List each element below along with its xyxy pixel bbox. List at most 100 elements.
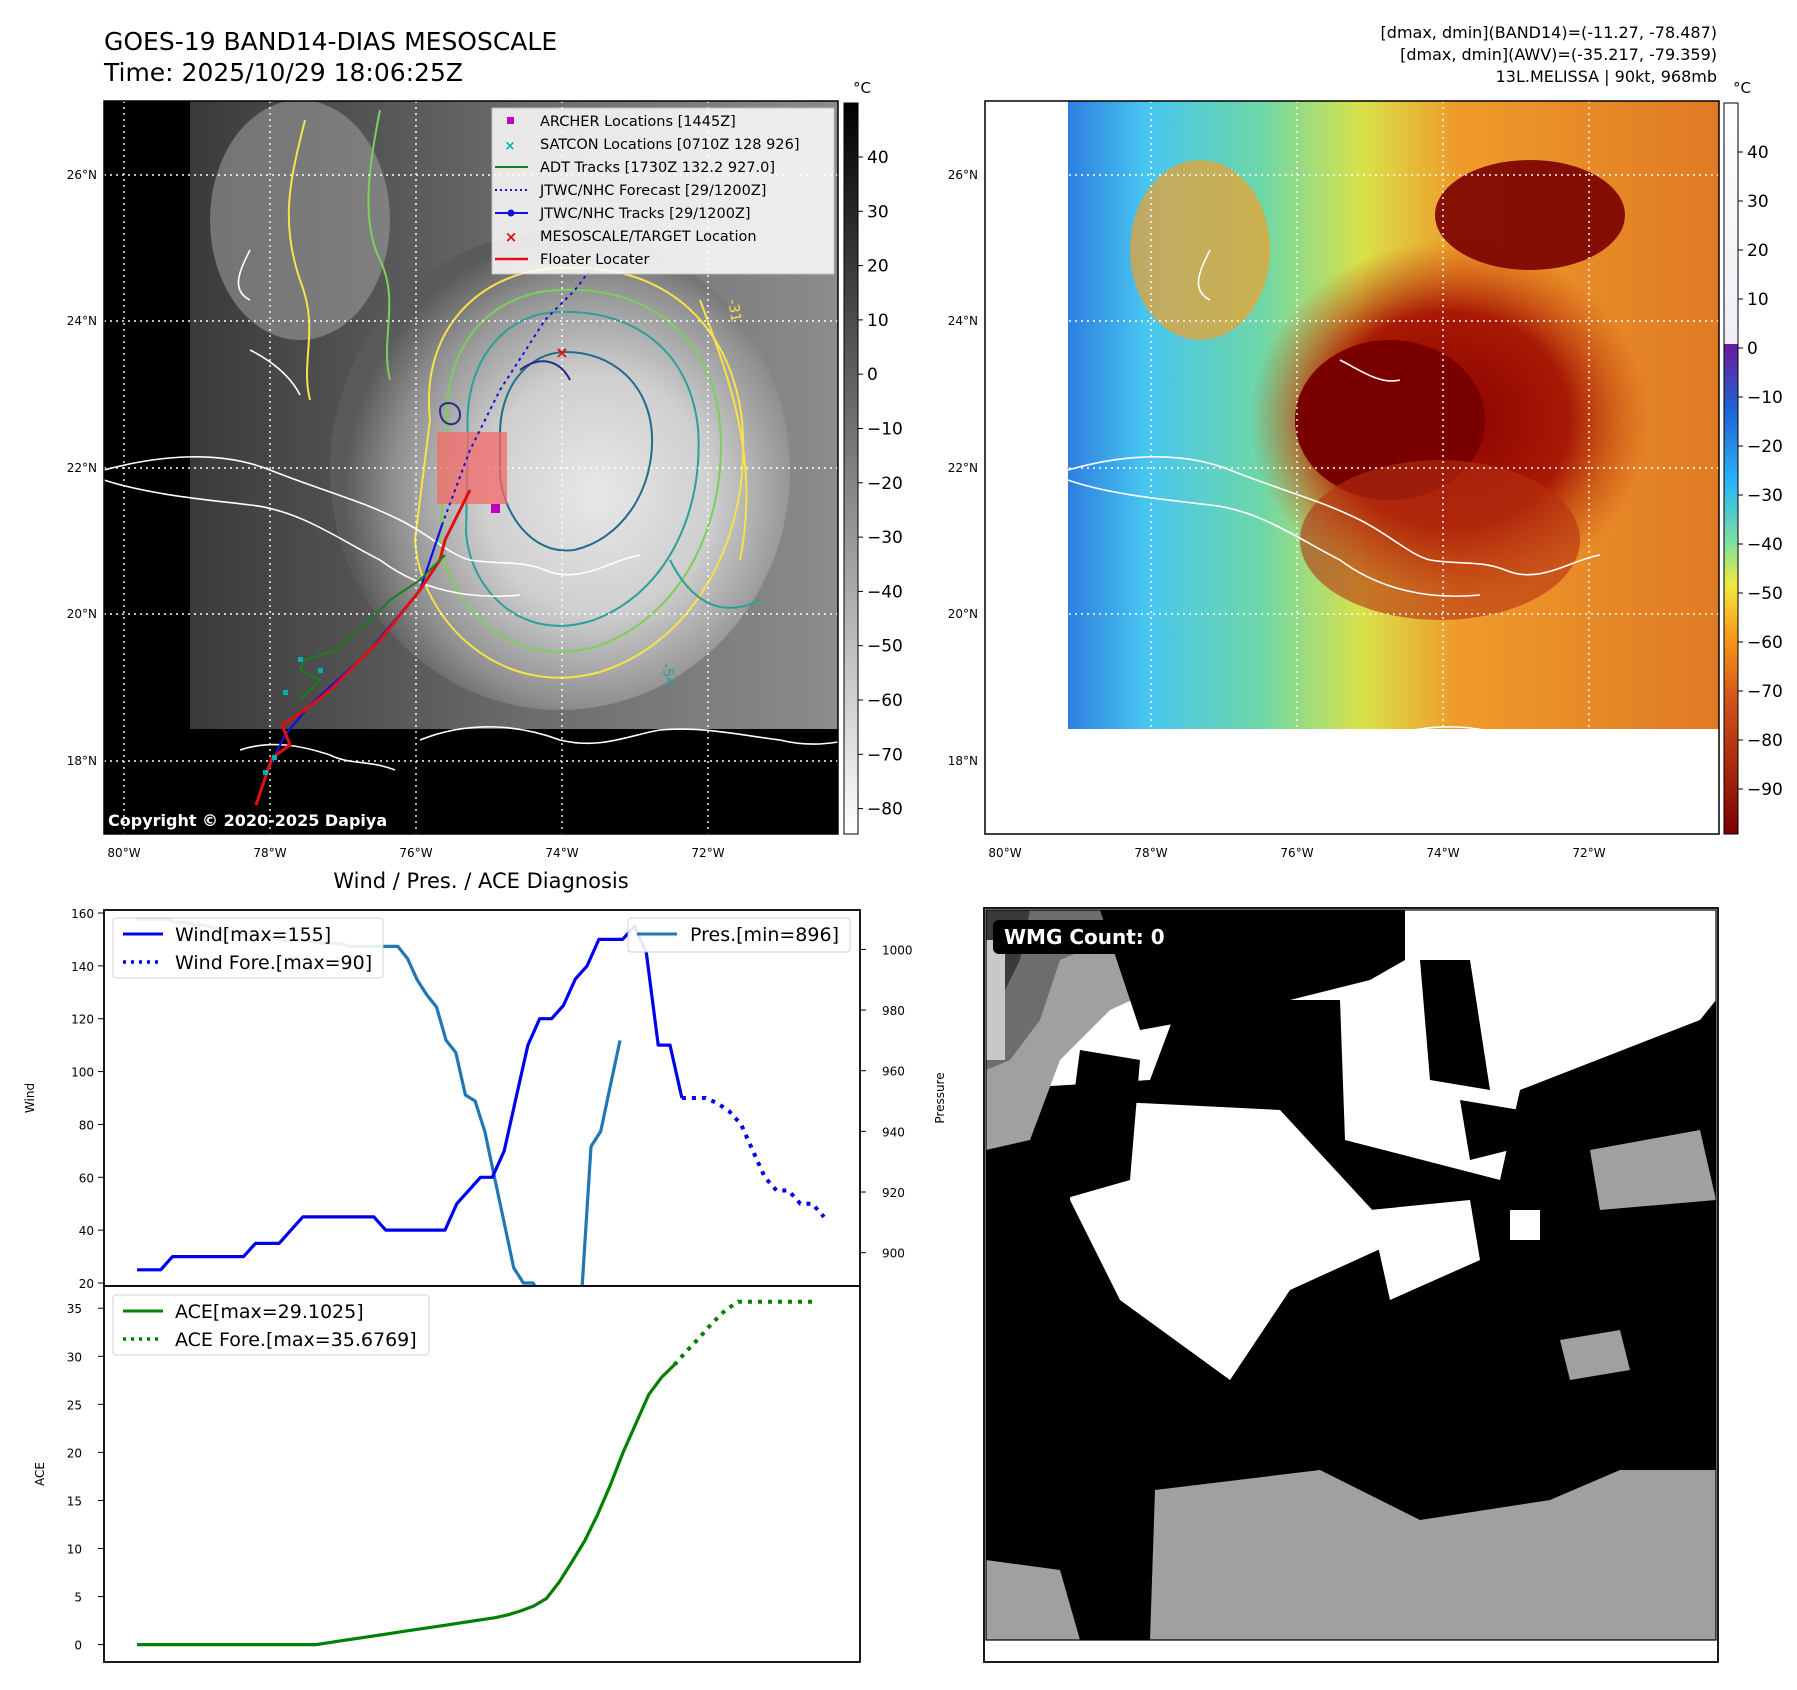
awv-lon-76: 76°W: [1280, 846, 1313, 860]
svg-text:×: ×: [505, 139, 516, 154]
awv-colorbar-tick-label-3: 10: [1747, 290, 1769, 310]
ace-legend: ACE[max=29.1025] ACE Fore.[max=35.6769]: [112, 1294, 430, 1356]
wind-tick-label-40: 40: [79, 1224, 94, 1238]
pressure-tick-label-920: 920: [882, 1186, 905, 1200]
awv-lat-24: 24°N: [948, 314, 978, 328]
legend-floater: Floater Locater: [540, 252, 649, 268]
ir-colorbar-tick-label-6: −20: [867, 474, 903, 494]
awv-map-lat-labels: 26°N 24°N 22°N 20°N 18°N: [948, 168, 978, 768]
storm-info: 13L.MELISSA | 90kt, 968mb: [1496, 67, 1717, 86]
lon-80: 80°W: [107, 846, 140, 860]
ir-colorbar-tick-label-4: 0: [867, 365, 878, 385]
ace-tick-label-5: 5: [74, 1591, 82, 1605]
legend-jtwc-forecast: JTWC/NHC Forecast [29/1200Z]: [539, 183, 766, 199]
ace-tick-label-15: 15: [67, 1494, 82, 1508]
ir-colorbar-tick-label-9: −50: [867, 637, 903, 657]
legend-wind: Wind[max=155]: [175, 924, 331, 946]
pressure-tick-label-900: 900: [882, 1247, 905, 1261]
ace-tick-label-25: 25: [67, 1398, 82, 1412]
ir-colorbar-tick-label-12: −80: [867, 800, 903, 820]
ir-map-lon-labels: 80°W 78°W 76°W 74°W 72°W: [107, 846, 724, 860]
wind-line: [137, 924, 684, 1272]
ir-colorbar-tick-label-5: −10: [867, 420, 903, 440]
legend-archer: ARCHER Locations [1445Z]: [540, 114, 736, 130]
awv-lon-78: 78°W: [1134, 846, 1167, 860]
ir-colorbar-tick-label-7: −30: [867, 528, 903, 548]
awv-colorbar-tick-label-6: −20: [1747, 437, 1783, 457]
wind-tick-label-20: 20: [79, 1277, 94, 1291]
lat-26: 26°N: [67, 168, 97, 182]
ir-colorbar-tick-label-10: −60: [867, 691, 903, 711]
diagnosis-title: Wind / Pres. / ACE Diagnosis: [333, 869, 628, 893]
awv-colorbar-tick-label-9: −50: [1747, 584, 1783, 604]
awv-colorbar-tick-label-13: −90: [1747, 780, 1783, 800]
awv-colorbar-tick-label-2: 20: [1747, 241, 1769, 261]
lon-74: 74°W: [545, 846, 578, 860]
awv-lat-22: 22°N: [948, 461, 978, 475]
pressure-tick-label-1000: 1000: [882, 943, 913, 957]
awv-colorbar-tick-label-12: −80: [1747, 731, 1783, 751]
wind-tick-label-100: 100: [71, 1066, 94, 1080]
copyright: Copyright © 2020-2025 Dapiya: [108, 811, 387, 830]
awv-map-panel: [984, 100, 1720, 835]
lon-76: 76°W: [399, 846, 432, 860]
awv-colorbar-tick-label-5: −10: [1747, 388, 1783, 408]
ir-colorbar-tick-label-2: 20: [867, 257, 889, 277]
wind-axis-label: Wind: [23, 1083, 37, 1113]
awv-lat-18: 18°N: [948, 754, 978, 768]
pressure-axis-label: Pressure: [933, 1072, 947, 1123]
legend-satcon: SATCON Locations [0710Z 128 926]: [540, 137, 799, 153]
awv-lon-72: 72°W: [1572, 846, 1605, 860]
awv-map-lon-labels: 80°W 78°W 76°W 74°W 72°W: [988, 846, 1605, 860]
lon-78: 78°W: [253, 846, 286, 860]
wind-forecast-line: [681, 1096, 826, 1219]
contour-label-31: -31: [724, 298, 744, 323]
ir-map-lat-labels: 26°N 24°N 22°N 20°N 18°N: [67, 168, 97, 768]
ace-line: [137, 1363, 676, 1647]
awv-lon-74: 74°W: [1426, 846, 1459, 860]
figure-title: GOES-19 BAND14-DIAS MESOSCALE: [104, 27, 557, 56]
ir-colorbar-tick-label-3: 10: [867, 311, 889, 331]
ir-colorbar: °C 40 30 20 10 0 −10 −20 −30 −40 −50 −60 −70 −80: [843, 79, 903, 835]
wind-tick-label-120: 120: [71, 1013, 94, 1027]
figure-time: Time: 2025/10/29 18:06:25Z: [103, 58, 463, 87]
pressure-tick-label-940: 940: [882, 1125, 905, 1139]
lat-20: 20°N: [67, 607, 97, 621]
lat-24: 24°N: [67, 314, 97, 328]
pressure-legend: Pres.[min=896]: [627, 917, 851, 953]
awv-colorbar-tick-label-8: −40: [1747, 535, 1783, 555]
ir-colorbar-tick-label-0: 40: [867, 148, 889, 168]
ir-colorbar-tick-label-8: −40: [867, 582, 903, 602]
floater-box: [437, 432, 507, 504]
awv-colorbar-tick-label-11: −70: [1747, 682, 1783, 702]
lon-72: 72°W: [691, 846, 724, 860]
target-marker: ×: [555, 343, 568, 362]
stat-band14: [dmax, dmin](BAND14)=(-11.27, -78.487): [1381, 23, 1717, 42]
awv-colorbar-tick-label-1: 30: [1747, 192, 1769, 212]
wmg-panel: WMG Count: 0: [983, 907, 1719, 1663]
wind-pressure-chart: 20 40 60 80 100 120 140 160 900 920 940 960 980 1000…: [23, 907, 947, 1309]
jtwc-forecast-track: [441, 249, 606, 526]
track-legend: ARCHER Locations [1445Z] × SATCON Locati…: [491, 107, 835, 275]
legend-ace: ACE[max=29.1025]: [175, 1301, 364, 1323]
awv-colorbar-tick-label-7: −30: [1747, 486, 1783, 506]
legend-pressure: Pres.[min=896]: [690, 924, 839, 946]
satcon-points: [263, 657, 323, 775]
ace-chart: 0 5 10 15 20 25 30 35 ACE ACE[max=29.1025] ACE …: [33, 1285, 861, 1663]
legend-jtwc-tracks: JTWC/NHC Tracks [29/1200Z]: [539, 206, 751, 222]
legend-target: MESOSCALE/TARGET Location: [540, 229, 757, 245]
ace-forecast-line: [672, 1299, 815, 1367]
lat-22: 22°N: [67, 461, 97, 475]
lat-18: 18°N: [67, 754, 97, 768]
ace-tick-label-10: 10: [67, 1542, 82, 1556]
awv-lon-80: 80°W: [988, 846, 1021, 860]
pressure-tick-label-980: 980: [882, 1004, 905, 1018]
contour-label-54: -54: [658, 662, 678, 687]
ir-colorbar-tick-label-11: −70: [867, 745, 903, 765]
wmg-count: WMG Count: 0: [1004, 925, 1165, 949]
ir-colorbar-unit: °C: [853, 79, 871, 97]
wind-tick-label-60: 60: [79, 1171, 94, 1185]
wind-tick-label-140: 140: [71, 960, 94, 974]
ace-axis-label: ACE: [33, 1462, 47, 1486]
